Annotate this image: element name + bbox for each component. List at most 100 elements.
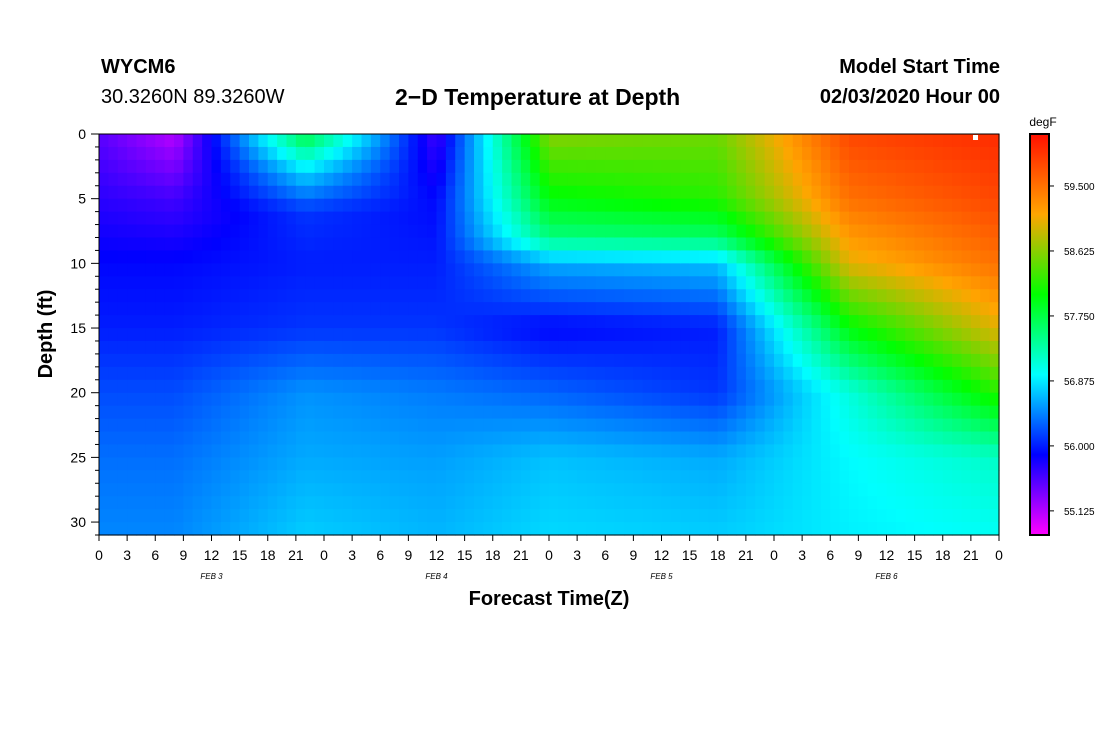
- heatmap-cell: [774, 340, 784, 355]
- heatmap-cell: [699, 470, 709, 484]
- heatmap-cell: [155, 185, 166, 200]
- heatmap-cell: [117, 263, 128, 277]
- heatmap-cell: [595, 418, 606, 433]
- heatmap-cell: [558, 522, 569, 536]
- heatmap-cell: [389, 237, 400, 252]
- heatmap-cell: [520, 185, 531, 200]
- heatmap-cell: [877, 289, 888, 303]
- heatmap-cell: [839, 353, 850, 368]
- heatmap-cell: [549, 470, 559, 484]
- heatmap-cell: [558, 483, 569, 497]
- heatmap-cell: [586, 211, 597, 226]
- heatmap-cell: [980, 224, 991, 239]
- heatmap-cell: [708, 340, 719, 355]
- heatmap-cell: [614, 328, 625, 342]
- heatmap-cell: [980, 509, 991, 523]
- heatmap-cell: [624, 315, 634, 329]
- heatmap-cell: [689, 302, 700, 316]
- heatmap-cell: [933, 289, 944, 303]
- heatmap-cell: [267, 146, 278, 161]
- heatmap-cell: [464, 224, 475, 239]
- heatmap-cell: [774, 134, 784, 148]
- heatmap-cell: [427, 431, 438, 446]
- heatmap-cell: [277, 353, 288, 368]
- heatmap-cell: [755, 522, 766, 536]
- heatmap-cell: [727, 340, 738, 355]
- heatmap-cell: [99, 250, 109, 264]
- heatmap-cell: [436, 211, 447, 226]
- heatmap-cell: [464, 302, 475, 316]
- heatmap-cell: [417, 134, 428, 148]
- heatmap-cell: [661, 276, 672, 290]
- heatmap-cell: [661, 457, 672, 471]
- heatmap-cell: [942, 340, 953, 355]
- heatmap-cell: [595, 340, 606, 355]
- heatmap-cell: [464, 276, 475, 290]
- colorbar-tick-label: 57.750: [1064, 312, 1095, 323]
- heatmap-cell: [867, 379, 878, 394]
- heatmap-cell: [577, 444, 588, 458]
- heatmap-cell: [764, 263, 775, 277]
- heatmap-cell: [164, 250, 175, 264]
- heatmap-cell: [333, 250, 344, 264]
- heatmap-cell: [145, 276, 156, 290]
- heatmap-cell: [867, 522, 878, 536]
- heatmap-cell: [830, 263, 841, 277]
- heatmap-cell: [324, 237, 334, 252]
- heatmap-cell: [267, 509, 278, 523]
- heatmap-cell: [258, 315, 269, 329]
- heatmap-cell: [380, 509, 391, 523]
- heatmap-cell: [427, 509, 438, 523]
- heatmap-cell: [277, 431, 288, 446]
- heatmap-cell: [670, 418, 681, 433]
- x-tick-label: 6: [826, 547, 834, 563]
- heatmap-cell: [980, 134, 991, 148]
- heatmap-cell: [145, 431, 156, 446]
- heatmap-cell: [689, 185, 700, 200]
- heatmap-cell: [867, 237, 878, 252]
- heatmap-cell: [895, 444, 906, 458]
- heatmap-cell: [314, 146, 325, 161]
- heatmap-cell: [783, 263, 794, 277]
- heatmap-cell: [792, 496, 803, 510]
- heatmap-cell: [567, 444, 578, 458]
- heatmap-cell: [408, 457, 419, 471]
- heatmap-cell: [483, 405, 494, 420]
- heatmap-cell: [286, 496, 297, 510]
- heatmap-cell: [586, 353, 597, 368]
- heatmap-cell: [914, 237, 925, 252]
- heatmap-cell: [877, 392, 888, 407]
- heatmap-cell: [352, 276, 363, 290]
- heatmap-cell: [99, 366, 109, 381]
- heatmap-cell: [117, 509, 128, 523]
- heatmap-cell: [802, 276, 813, 290]
- heatmap-cell: [905, 444, 916, 458]
- heatmap-cell: [595, 379, 606, 394]
- heatmap-cell: [136, 302, 147, 316]
- heatmap-cell: [145, 418, 156, 433]
- heatmap-cell: [286, 470, 297, 484]
- heatmap-cell: [642, 522, 653, 536]
- heatmap-cell: [333, 198, 344, 213]
- heatmap-cell: [408, 211, 419, 226]
- heatmap-cell: [342, 146, 353, 161]
- heatmap-cell: [408, 185, 419, 200]
- heatmap-cell: [820, 302, 831, 316]
- heatmap-cell: [886, 496, 897, 510]
- heatmap-cell: [117, 431, 128, 446]
- heatmap-cell: [736, 263, 747, 277]
- heatmap-cell: [624, 457, 634, 471]
- heatmap-cell: [867, 134, 878, 148]
- station-id: WYCM6: [101, 56, 176, 78]
- heatmap-cell: [474, 224, 484, 239]
- heatmap-cell: [305, 457, 316, 471]
- heatmap-cell: [511, 224, 522, 239]
- heatmap-cell: [942, 172, 953, 187]
- heatmap-cell: [774, 185, 784, 200]
- x-tick-label: 12: [879, 547, 895, 563]
- heatmap-cell: [886, 211, 897, 226]
- heatmap-cell: [764, 379, 775, 394]
- heatmap-cell: [849, 289, 859, 303]
- heatmap-cell: [239, 340, 250, 355]
- heatmap-cell: [389, 159, 400, 174]
